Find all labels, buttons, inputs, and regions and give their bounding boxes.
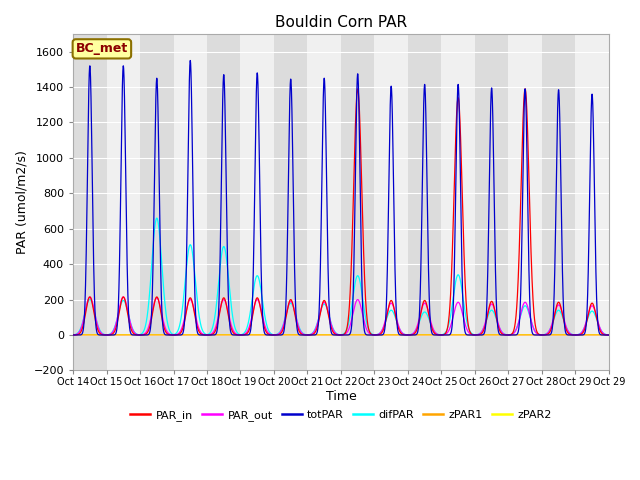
- Bar: [140, 34, 173, 371]
- PAR_in: [572, 332, 579, 338]
- PAR_in: [390, 302, 397, 308]
- totPAR: [488, 85, 495, 91]
- Bar: [374, 34, 408, 371]
- Line: totPAR: totPAR: [73, 60, 609, 335]
- totPAR: [69, 332, 77, 338]
- Bar: [442, 34, 475, 371]
- totPAR: [572, 332, 579, 338]
- Y-axis label: PAR (umol/m2/s): PAR (umol/m2/s): [15, 150, 28, 254]
- Bar: [241, 34, 274, 371]
- Bar: [73, 34, 107, 371]
- difPAR: [69, 332, 77, 338]
- Bar: [173, 34, 207, 371]
- totPAR: [180, 324, 188, 329]
- zPAR2: [528, 332, 536, 338]
- PAR_out: [605, 332, 612, 338]
- difPAR: [153, 215, 161, 221]
- Bar: [542, 34, 575, 371]
- totPAR: [528, 328, 536, 334]
- PAR_out: [514, 322, 522, 327]
- Bar: [274, 34, 307, 371]
- difPAR: [404, 332, 412, 338]
- zPAR1: [180, 332, 188, 338]
- difPAR: [361, 310, 369, 315]
- PAR_in: [180, 321, 188, 326]
- zPAR1: [514, 332, 522, 338]
- zPAR2: [514, 332, 522, 338]
- Line: difPAR: difPAR: [73, 218, 609, 335]
- Bar: [107, 34, 140, 371]
- PAR_in: [528, 272, 536, 278]
- PAR_in: [605, 332, 612, 338]
- Bar: [508, 34, 542, 371]
- Bar: [408, 34, 442, 371]
- zPAR1: [361, 332, 369, 338]
- PAR_out: [180, 317, 188, 323]
- PAR_out: [572, 332, 579, 338]
- zPAR1: [605, 332, 612, 338]
- PAR_out: [390, 304, 397, 310]
- PAR_in: [69, 332, 77, 338]
- Bar: [207, 34, 241, 371]
- totPAR: [514, 330, 522, 336]
- totPAR: [605, 332, 612, 338]
- X-axis label: Time: Time: [326, 390, 356, 403]
- PAR_in: [361, 277, 369, 283]
- PAR_out: [86, 294, 93, 300]
- Bar: [575, 34, 609, 371]
- Title: Bouldin Corn PAR: Bouldin Corn PAR: [275, 15, 407, 30]
- PAR_out: [361, 321, 369, 326]
- totPAR: [361, 329, 369, 335]
- Text: BC_met: BC_met: [76, 42, 128, 55]
- PAR_out: [69, 332, 77, 338]
- zPAR2: [605, 332, 612, 338]
- difPAR: [488, 307, 496, 313]
- PAR_out: [528, 321, 536, 326]
- zPAR2: [389, 332, 397, 338]
- totPAR: [186, 58, 194, 63]
- PAR_in: [354, 86, 362, 92]
- difPAR: [390, 310, 397, 315]
- zPAR1: [389, 332, 397, 338]
- totPAR: [390, 172, 397, 178]
- difPAR: [605, 332, 612, 338]
- Line: PAR_in: PAR_in: [73, 89, 609, 335]
- PAR_in: [514, 280, 522, 286]
- zPAR2: [488, 332, 495, 338]
- Bar: [307, 34, 341, 371]
- Line: PAR_out: PAR_out: [73, 297, 609, 335]
- zPAR2: [180, 332, 188, 338]
- PAR_in: [488, 299, 495, 304]
- Legend: PAR_in, PAR_out, totPAR, difPAR, zPAR1, zPAR2: PAR_in, PAR_out, totPAR, difPAR, zPAR1, …: [126, 406, 556, 425]
- zPAR2: [69, 332, 77, 338]
- Bar: [475, 34, 508, 371]
- zPAR1: [69, 332, 77, 338]
- PAR_out: [488, 301, 495, 307]
- difPAR: [515, 321, 522, 327]
- difPAR: [528, 321, 536, 326]
- Bar: [341, 34, 374, 371]
- zPAR2: [361, 332, 369, 338]
- zPAR1: [528, 332, 536, 338]
- difPAR: [180, 288, 188, 294]
- zPAR1: [488, 332, 495, 338]
